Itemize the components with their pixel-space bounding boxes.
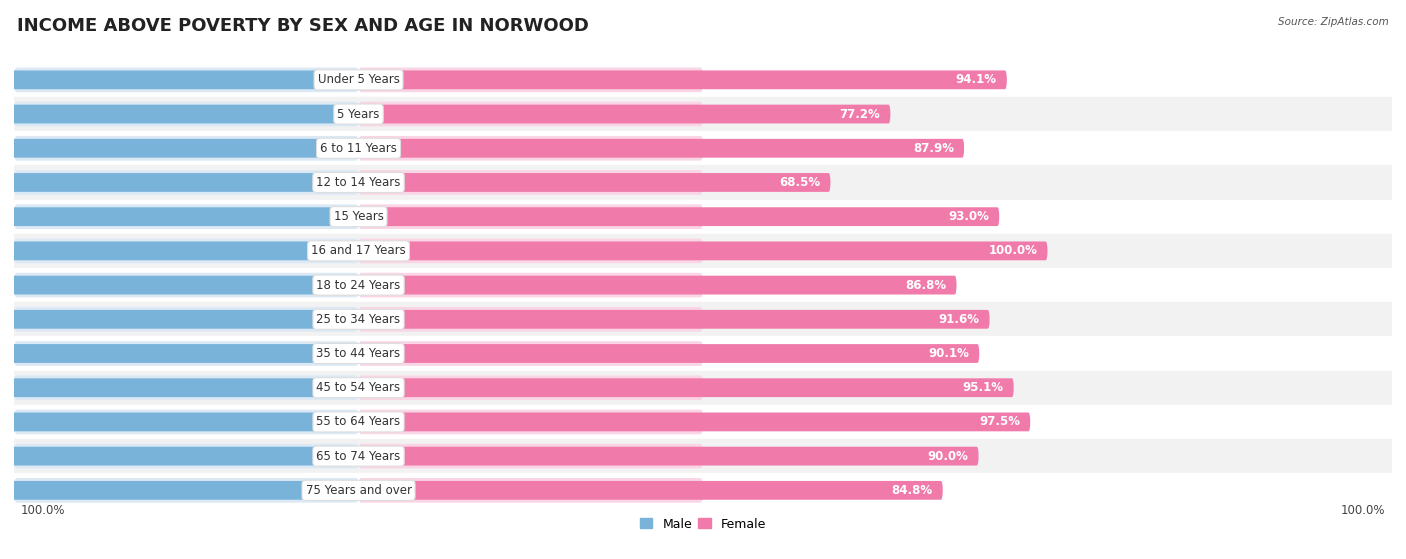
FancyBboxPatch shape [359,139,965,158]
FancyBboxPatch shape [359,136,703,160]
FancyBboxPatch shape [359,307,703,331]
Text: 12 to 14 Years: 12 to 14 Years [316,176,401,189]
FancyBboxPatch shape [0,241,359,260]
Text: 35 to 44 Years: 35 to 44 Years [316,347,401,360]
Text: 25 to 34 Years: 25 to 34 Years [316,313,401,326]
Text: 6 to 11 Years: 6 to 11 Years [321,142,396,155]
Bar [14,234,1392,268]
FancyBboxPatch shape [359,378,1014,397]
Text: 65 to 74 Years: 65 to 74 Years [316,449,401,463]
Bar [14,97,1392,131]
Text: 100.0%: 100.0% [21,504,66,517]
FancyBboxPatch shape [14,376,359,400]
Text: 18 to 24 Years: 18 to 24 Years [316,278,401,292]
FancyBboxPatch shape [14,205,359,229]
Bar [14,63,1392,97]
FancyBboxPatch shape [359,273,703,297]
FancyBboxPatch shape [359,413,1031,432]
Text: INCOME ABOVE POVERTY BY SEX AND AGE IN NORWOOD: INCOME ABOVE POVERTY BY SEX AND AGE IN N… [17,17,589,35]
FancyBboxPatch shape [359,276,956,295]
FancyBboxPatch shape [14,68,359,92]
FancyBboxPatch shape [0,70,359,89]
FancyBboxPatch shape [14,170,359,195]
Bar [14,439,1392,473]
FancyBboxPatch shape [359,105,890,124]
Bar [14,473,1392,508]
Text: 84.8%: 84.8% [891,484,932,497]
FancyBboxPatch shape [359,444,703,468]
FancyBboxPatch shape [359,239,703,263]
FancyBboxPatch shape [0,139,359,158]
Bar [14,405,1392,439]
FancyBboxPatch shape [359,410,703,434]
FancyBboxPatch shape [0,207,359,226]
FancyBboxPatch shape [359,341,703,366]
Text: 87.9%: 87.9% [912,142,953,155]
FancyBboxPatch shape [359,447,979,466]
FancyBboxPatch shape [359,102,703,126]
FancyBboxPatch shape [359,376,703,400]
Text: 75 Years and over: 75 Years and over [305,484,412,497]
FancyBboxPatch shape [359,70,1007,89]
Text: 15 Years: 15 Years [333,210,384,223]
FancyBboxPatch shape [14,444,359,468]
Text: 93.0%: 93.0% [948,210,988,223]
Bar [14,165,1392,200]
Text: 94.1%: 94.1% [956,73,997,86]
FancyBboxPatch shape [359,344,979,363]
Text: 68.5%: 68.5% [779,176,820,189]
FancyBboxPatch shape [359,478,703,503]
Text: 100.0%: 100.0% [988,244,1038,257]
Text: 45 to 54 Years: 45 to 54 Years [316,381,401,394]
FancyBboxPatch shape [359,241,1047,260]
Text: 90.1%: 90.1% [928,347,969,360]
FancyBboxPatch shape [14,102,359,126]
FancyBboxPatch shape [359,68,703,92]
Bar [14,131,1392,165]
FancyBboxPatch shape [0,344,359,363]
FancyBboxPatch shape [0,173,359,192]
Text: 100.0%: 100.0% [1340,504,1385,517]
FancyBboxPatch shape [359,481,943,500]
FancyBboxPatch shape [0,105,359,124]
Text: 90.0%: 90.0% [928,449,969,463]
Legend: Male, Female: Male, Female [636,513,770,536]
Text: 77.2%: 77.2% [839,107,880,121]
FancyBboxPatch shape [14,239,359,263]
FancyBboxPatch shape [0,310,359,329]
Bar [14,337,1392,371]
FancyBboxPatch shape [359,207,1000,226]
Bar [14,200,1392,234]
Bar [14,371,1392,405]
Text: 5 Years: 5 Years [337,107,380,121]
Text: Under 5 Years: Under 5 Years [318,73,399,86]
FancyBboxPatch shape [14,307,359,331]
FancyBboxPatch shape [14,410,359,434]
Text: Source: ZipAtlas.com: Source: ZipAtlas.com [1278,17,1389,27]
FancyBboxPatch shape [359,173,831,192]
FancyBboxPatch shape [14,341,359,366]
FancyBboxPatch shape [0,276,359,295]
FancyBboxPatch shape [0,447,359,466]
FancyBboxPatch shape [0,413,359,432]
FancyBboxPatch shape [0,481,359,500]
Bar [14,268,1392,302]
Text: 91.6%: 91.6% [938,313,979,326]
Text: 97.5%: 97.5% [979,415,1019,428]
Text: 16 and 17 Years: 16 and 17 Years [311,244,406,257]
Bar [14,302,1392,337]
Text: 95.1%: 95.1% [962,381,1004,394]
FancyBboxPatch shape [14,273,359,297]
Text: 86.8%: 86.8% [905,278,946,292]
FancyBboxPatch shape [359,310,990,329]
Text: 55 to 64 Years: 55 to 64 Years [316,415,401,428]
FancyBboxPatch shape [14,478,359,503]
FancyBboxPatch shape [359,205,703,229]
FancyBboxPatch shape [0,378,359,397]
FancyBboxPatch shape [14,136,359,160]
FancyBboxPatch shape [359,170,703,195]
